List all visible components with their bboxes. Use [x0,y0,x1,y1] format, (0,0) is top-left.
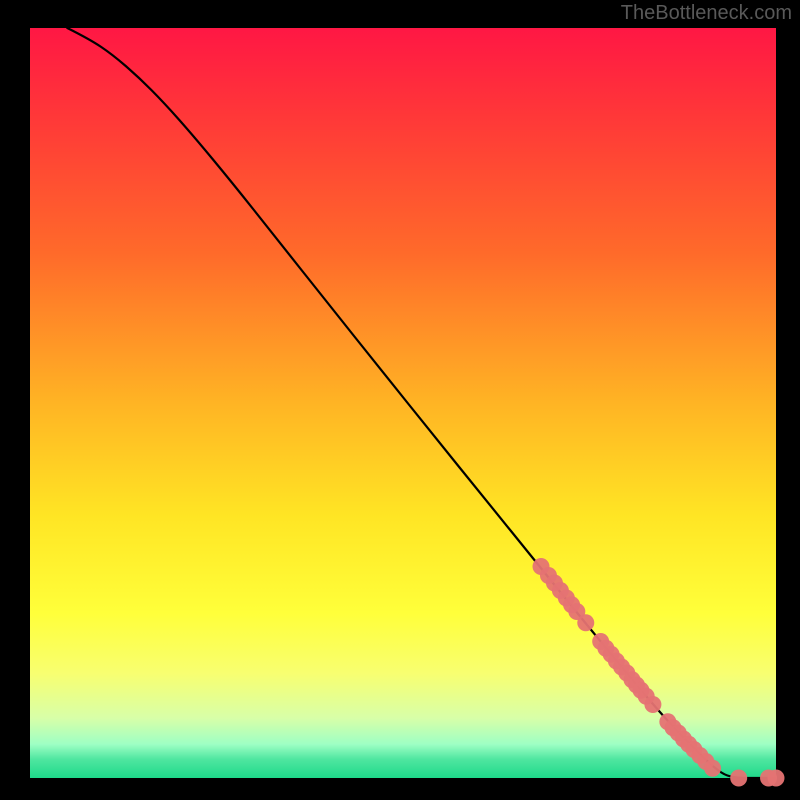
data-point [644,696,661,713]
chart-svg [0,0,800,800]
attribution-label: TheBottleneck.com [621,2,792,25]
data-point [577,614,594,631]
data-point [768,770,785,787]
gradient-background [30,28,776,778]
data-point [704,760,721,777]
bottleneck-chart: TheBottleneck.com [0,0,800,800]
data-point [730,770,747,787]
